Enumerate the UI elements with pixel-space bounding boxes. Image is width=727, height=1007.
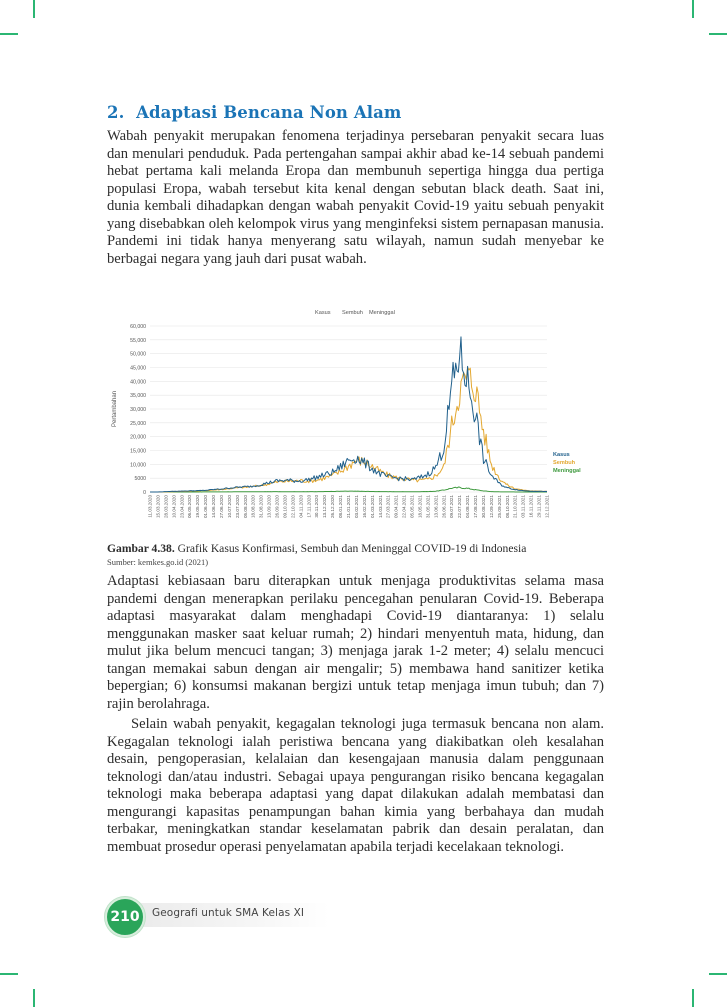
paragraph-wabah: Wabah penyakit merupakan fenomena terjad… — [107, 128, 604, 267]
crop-mark-top-left-horizontal — [0, 33, 18, 35]
x-tick-label: 03.11.2021 — [521, 495, 526, 518]
legend-top-item: Kasus — [315, 310, 331, 316]
x-tick-label: 08.10.2021 — [505, 495, 510, 518]
x-tick-label: 18.08.2020 — [251, 495, 256, 518]
x-tick-label: 04.11.2020 — [298, 495, 303, 518]
y-tick-label: 15,000 — [130, 449, 146, 455]
x-tick-label: 21.01.2021 — [346, 495, 351, 518]
x-tick-label: 06.05.2020 — [187, 495, 192, 518]
x-tick-label: 17.11.2020 — [306, 495, 311, 518]
y-tick-label: 30,000 — [130, 407, 146, 413]
series-line-meninggal — [150, 486, 547, 493]
x-tick-label: 25.09.2021 — [497, 495, 502, 518]
legend-top-item: Meninggal — [369, 310, 395, 316]
legend-top-item: Sembuh — [342, 310, 363, 316]
series-line-kasus — [149, 336, 548, 493]
x-tick-label: 22.04.2021 — [402, 495, 407, 518]
x-tick-label: 23.07.2020 — [235, 495, 240, 518]
x-tick-label: 22.10.2020 — [290, 495, 295, 518]
x-tick-label: 01.06.2020 — [203, 495, 208, 518]
x-tick-label: 04.08.2021 — [465, 495, 470, 518]
y-axis-label: Pertambahan — [112, 391, 118, 427]
x-tick-label: 15.03.2020 — [155, 495, 160, 518]
figure-label: Gambar 4.38. — [107, 542, 175, 555]
x-tick-label: 22.07.2021 — [457, 495, 462, 518]
x-tick-label: 31.08.2020 — [259, 495, 264, 518]
x-tick-label: 13.09.2020 — [267, 495, 272, 518]
x-tick-label: 14.06.2020 — [211, 495, 216, 518]
legend-right-item: Kasus — [553, 452, 570, 458]
x-tick-label: 19.05.2020 — [195, 495, 200, 518]
y-tick-label: 20,000 — [130, 435, 146, 441]
x-tick-label: 26.09.2020 — [275, 495, 280, 518]
crop-mark-bottom-left-vertical — [33, 989, 35, 1007]
y-tick-label: 40,000 — [130, 379, 146, 385]
x-tick-label: 30.11.2020 — [314, 495, 319, 518]
x-tick-label: 09.04.2021 — [394, 495, 399, 518]
x-tick-label: 01.03.2021 — [370, 495, 375, 518]
x-tick-label: 10.07.2020 — [227, 495, 232, 518]
x-tick-label: 21.10.2021 — [513, 495, 518, 518]
legend-right-item: Meninggal — [553, 468, 581, 474]
y-tick-label: 0 — [143, 490, 146, 496]
y-tick-label: 25,000 — [130, 421, 146, 427]
x-tick-label: 13.06.2021 — [433, 495, 438, 518]
crop-mark-top-left-vertical — [33, 0, 35, 18]
x-tick-label: 30.08.2021 — [481, 495, 486, 518]
paragraph-adaptasi: Adaptasi kebiasaan baru diterapkan untuk… — [107, 573, 604, 712]
x-tick-label: 10.04.2020 — [171, 495, 176, 518]
x-tick-label: 27.03.2021 — [386, 495, 391, 518]
x-tick-label: 05.08.2020 — [243, 495, 248, 518]
book-title: Geografi untuk SMA Kelas XI — [152, 907, 305, 919]
figure-caption-text: Grafik Kasus Konfirmasi, Sembuh dan Meni… — [177, 542, 527, 555]
x-tick-label: 09.10.2020 — [282, 495, 287, 518]
legend-right-item: Sembuh — [553, 460, 576, 466]
x-tick-label: 17.08.2021 — [473, 495, 478, 518]
x-tick-label: 12.09.2021 — [489, 495, 494, 518]
x-tick-label: 14.03.2021 — [378, 495, 383, 518]
section-number: 2. — [107, 103, 125, 122]
x-tick-label: 11.03.2020 — [148, 495, 153, 518]
y-tick-label: 35,000 — [130, 393, 146, 399]
x-tick-label: 29.11.2021 — [537, 495, 542, 518]
x-tick-label: 23.04.2020 — [179, 495, 184, 518]
crop-mark-bottom-left-horizontal — [0, 973, 18, 975]
x-tick-label: 09.07.2021 — [449, 495, 454, 518]
crop-mark-top-right-horizontal — [709, 33, 727, 35]
crop-mark-bottom-right-horizontal — [709, 973, 727, 975]
section-title: Adaptasi Bencana Non Alam — [136, 103, 402, 122]
x-tick-label: 27.06.2020 — [219, 495, 224, 518]
x-tick-label: 12.12.2021 — [545, 495, 550, 518]
y-tick-label: 45,000 — [130, 366, 146, 372]
series-line-sembuh — [150, 366, 548, 493]
crop-mark-top-right-vertical — [692, 0, 694, 18]
y-tick-label: 60,000 — [130, 324, 146, 330]
x-tick-label: 13.12.2020 — [322, 495, 327, 518]
page-number: 210 — [105, 897, 145, 937]
x-tick-label: 26.12.2020 — [330, 495, 335, 518]
x-tick-label: 08.01.2021 — [338, 495, 343, 518]
covid-chart: 0 5000 10,000 15,000 20,000 25,000 30,000 35,00… — [105, 302, 605, 520]
x-tick-label: 16.02.2021 — [362, 495, 367, 518]
x-tick-label: 03.02.2021 — [354, 495, 359, 518]
y-tick-label: 55,000 — [130, 338, 146, 344]
x-tick-label: 31.05.2021 — [425, 495, 430, 518]
crop-mark-bottom-right-vertical — [692, 989, 694, 1007]
x-tick-label: 18.05.2021 — [417, 495, 422, 518]
figure-source: Sumber: kemkes.go.id (2021) — [107, 557, 209, 567]
section-heading: 2. Adaptasi Bencana Non Alam — [107, 103, 401, 122]
x-tick-label: 16.11.2021 — [529, 495, 534, 518]
y-tick-label: 5000 — [134, 476, 146, 482]
paragraph-kegagalan-teknologi: Selain wabah penyakit, kegagalan teknolo… — [107, 716, 604, 855]
y-tick-label: 50,000 — [130, 352, 146, 358]
x-tick-label: 28.03.2020 — [163, 495, 168, 518]
covid-chart-svg: 0 5000 10,000 15,000 20,000 25,000 30,000 35,00… — [112, 310, 581, 518]
x-tick-label: 26.06.2021 — [441, 495, 446, 518]
x-tick-label: 05.05.2021 — [410, 495, 415, 518]
figure-caption: Gambar 4.38. Grafik Kasus Konfirmasi, Se… — [107, 542, 627, 555]
y-tick-label: 10,000 — [130, 462, 146, 468]
